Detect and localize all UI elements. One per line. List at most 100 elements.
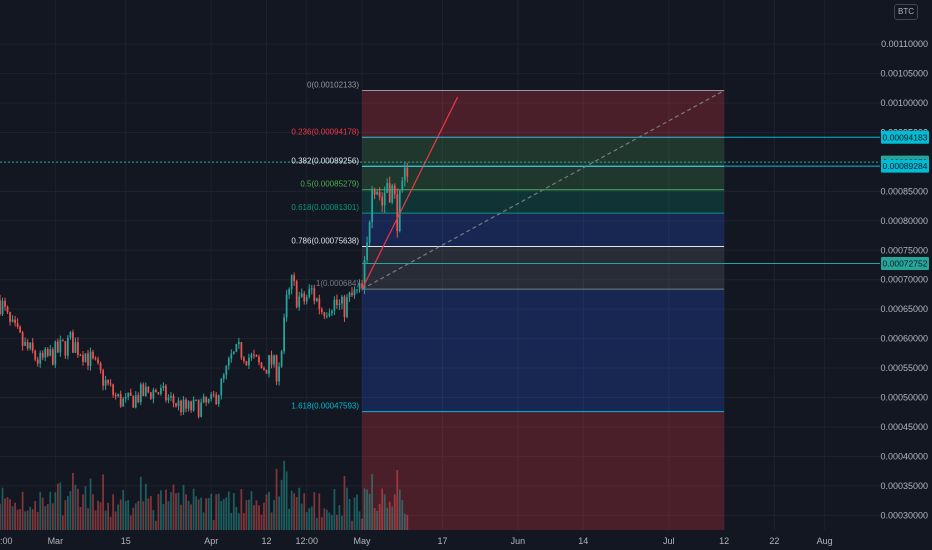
candle-body <box>278 366 280 382</box>
volume-bar <box>1 487 4 530</box>
candle <box>243 355 245 364</box>
volume-bar <box>195 496 197 530</box>
volume-bar <box>388 501 391 530</box>
candle-body <box>197 399 200 417</box>
candle <box>283 313 285 355</box>
volume-bar <box>217 493 220 530</box>
volume-bar <box>192 488 195 530</box>
time-axis-label: 14 <box>578 536 588 546</box>
candle-body <box>72 332 74 353</box>
candle-body <box>29 342 32 349</box>
candle <box>353 286 356 299</box>
candle-body <box>31 342 34 351</box>
candle-body <box>331 310 333 314</box>
volume-bar <box>222 498 225 530</box>
candle-body <box>4 300 6 307</box>
candle-body <box>175 403 177 407</box>
candle <box>270 350 273 369</box>
volume-bar <box>371 474 373 530</box>
volume-bar <box>144 483 147 530</box>
volume-bar <box>44 506 47 530</box>
candle-body <box>383 192 386 206</box>
volume-bar <box>162 503 165 530</box>
candle <box>117 393 120 398</box>
candle-body <box>46 348 49 356</box>
candle <box>371 185 373 229</box>
price-tag-0.00094183: 0.00094183 <box>881 130 929 144</box>
volume-bar <box>84 486 87 530</box>
candle-body <box>398 190 401 232</box>
candle-body <box>94 358 97 360</box>
volume-bar <box>361 518 363 530</box>
candle-body <box>222 374 225 380</box>
volume-bar <box>41 497 44 530</box>
fib-labels: 0(0.00102133) 0.236(0.00094178) 0.382(0.00… <box>291 80 359 410</box>
volume-bar <box>323 508 326 530</box>
candle-body <box>182 399 185 413</box>
candle <box>87 349 89 371</box>
candle <box>139 382 142 406</box>
candle <box>127 392 130 401</box>
price-axis-label: 0.00075000 <box>880 245 928 255</box>
candle <box>255 354 258 358</box>
volume-bar <box>333 489 336 530</box>
volume-bar <box>278 496 280 530</box>
candle-body <box>117 393 120 397</box>
volume-bar <box>288 508 291 530</box>
fib-zone-0.786 <box>362 246 725 290</box>
candle-body <box>268 355 270 374</box>
candle <box>275 354 278 386</box>
volume-bar <box>237 513 240 530</box>
candle <box>89 347 92 371</box>
price-axis-label: 0.00085000 <box>880 186 928 196</box>
candle <box>383 186 386 213</box>
volume-bar <box>368 493 371 530</box>
currency-badge[interactable]: BTC <box>894 4 918 20</box>
volume-bar <box>376 510 379 530</box>
volume-bar <box>147 498 150 530</box>
candle-body <box>210 394 213 400</box>
candle-body <box>180 400 182 413</box>
red-trend-line <box>361 96 459 290</box>
candle-body <box>253 354 255 356</box>
candle-body <box>217 395 220 405</box>
volume-bar <box>177 492 180 530</box>
candle <box>187 400 190 412</box>
time-axis-label: Jul <box>663 536 675 546</box>
candle-body <box>9 311 11 322</box>
volume-bar <box>308 508 311 530</box>
fib-zone-0 <box>362 90 725 138</box>
candle <box>293 272 296 286</box>
candle <box>388 176 391 204</box>
candle-body <box>308 288 311 297</box>
volume-bar <box>102 474 104 530</box>
candle-body <box>205 396 208 403</box>
trend-lines[interactable] <box>361 89 725 290</box>
candle-body <box>227 358 230 366</box>
volume-bar <box>94 510 97 530</box>
volume-bar <box>303 493 306 530</box>
volume-bar <box>280 479 283 530</box>
time-axis-label: Mar <box>48 536 64 546</box>
volume-bar <box>348 498 351 530</box>
candle-body <box>167 397 170 401</box>
volume-bar <box>155 520 157 530</box>
candle-body <box>356 289 358 291</box>
candle-body <box>240 342 243 358</box>
candle <box>177 397 180 411</box>
candle-body <box>315 298 318 302</box>
horizontal-lines[interactable] <box>0 136 880 265</box>
volume-bar <box>69 490 72 530</box>
volume-bar <box>9 499 11 530</box>
candle <box>59 335 62 357</box>
price-tag-text: 0.00094183 <box>883 132 928 142</box>
candle-body <box>285 294 288 318</box>
volume-bar <box>134 503 137 530</box>
candle-body <box>112 384 115 395</box>
time-axis[interactable]: :00 Mar 15 Apr 12 12:00 May 17 Jun 14 Jul 12 22 Aug <box>0 536 833 546</box>
candle-body <box>280 351 283 367</box>
candle-body <box>122 398 125 407</box>
time-axis-label: Jun <box>511 536 526 546</box>
price-tag-0.00089284: 0.00089284 <box>881 159 929 173</box>
